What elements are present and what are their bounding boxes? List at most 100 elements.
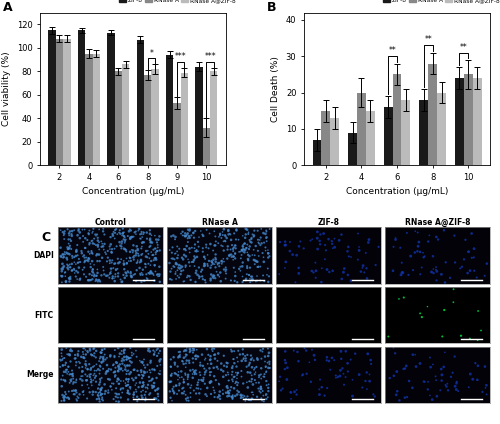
Point <box>178 254 186 261</box>
Point <box>230 360 238 367</box>
Point <box>440 363 448 370</box>
Point <box>154 393 162 400</box>
Point <box>114 394 122 401</box>
Point <box>192 355 200 362</box>
Point <box>92 367 100 374</box>
Point <box>132 382 140 388</box>
Point <box>206 357 214 363</box>
Point <box>354 230 362 237</box>
Point <box>180 388 188 395</box>
Point <box>281 242 289 248</box>
Point <box>182 233 190 240</box>
Point <box>248 396 256 402</box>
Point <box>290 347 298 354</box>
Point <box>248 372 256 379</box>
Point <box>416 271 424 278</box>
Point <box>134 371 142 378</box>
Point <box>198 377 206 384</box>
Point <box>108 259 116 266</box>
Point <box>478 388 486 395</box>
Point <box>236 395 244 402</box>
Point <box>122 382 130 389</box>
Point <box>146 369 154 376</box>
Point <box>132 252 140 259</box>
Point <box>260 239 268 246</box>
Point <box>78 250 86 257</box>
Point <box>100 351 108 358</box>
Point <box>94 242 102 248</box>
Point <box>294 358 302 365</box>
Point <box>140 277 148 284</box>
Point <box>81 257 89 264</box>
Point <box>120 245 128 252</box>
Point <box>239 232 247 239</box>
Point <box>224 231 232 238</box>
Point <box>230 374 238 380</box>
Point <box>432 264 440 271</box>
Point <box>65 396 73 402</box>
Point <box>220 352 228 359</box>
Point <box>132 353 140 360</box>
Point <box>244 362 252 369</box>
Point <box>248 364 256 371</box>
Point <box>124 382 132 388</box>
Point <box>390 344 398 351</box>
Point <box>228 368 236 375</box>
Point <box>276 374 284 380</box>
Point <box>308 346 316 353</box>
Point <box>298 372 306 379</box>
Point <box>167 372 175 379</box>
Point <box>216 388 224 395</box>
Point <box>126 362 134 369</box>
Point <box>67 378 75 385</box>
Point <box>210 364 218 371</box>
Point <box>415 239 423 245</box>
Point <box>114 368 122 374</box>
Point <box>66 377 74 383</box>
Point <box>66 379 74 386</box>
Point <box>262 363 270 370</box>
Point <box>148 239 156 246</box>
Y-axis label: FITC: FITC <box>34 311 54 320</box>
Point <box>99 264 107 271</box>
Point <box>137 258 145 265</box>
Point <box>132 250 140 257</box>
Point <box>72 396 80 402</box>
Point <box>184 397 192 404</box>
Point <box>326 366 334 373</box>
Point <box>97 349 105 356</box>
Point <box>94 366 102 373</box>
Point <box>66 352 74 359</box>
Point <box>75 364 83 371</box>
Point <box>76 360 84 366</box>
Point <box>92 232 100 239</box>
Point <box>106 274 114 281</box>
Point <box>84 373 92 379</box>
Point <box>106 270 114 276</box>
Point <box>235 389 243 396</box>
Point <box>172 259 180 266</box>
Point <box>80 354 88 361</box>
Point <box>86 389 94 396</box>
Point <box>90 271 98 278</box>
Point <box>215 259 223 266</box>
Point <box>351 350 359 357</box>
Bar <box>152 69 158 165</box>
Point <box>194 385 202 392</box>
Point <box>180 348 188 355</box>
Point <box>224 255 232 262</box>
Point <box>63 366 71 373</box>
Point <box>126 234 134 241</box>
Point <box>94 258 102 265</box>
Point <box>238 394 246 401</box>
Point <box>176 354 184 360</box>
Point <box>126 235 134 242</box>
Point <box>233 372 241 379</box>
Point <box>192 390 200 397</box>
Point <box>99 354 107 360</box>
Point <box>226 253 234 259</box>
Point <box>141 364 149 371</box>
Point <box>124 269 132 276</box>
Point <box>114 375 122 382</box>
Point <box>185 357 193 364</box>
